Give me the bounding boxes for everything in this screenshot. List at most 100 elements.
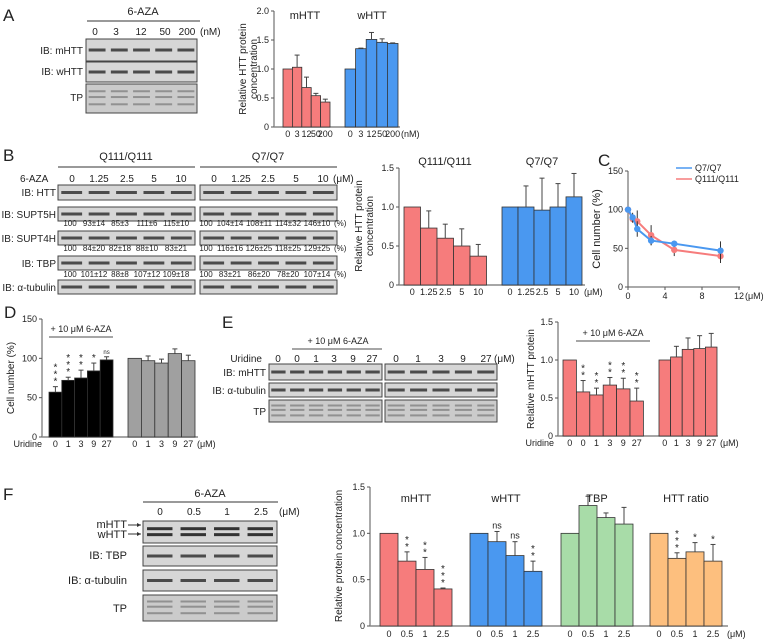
y-tick-label: 0 (264, 122, 269, 132)
quant-value: 109±18 (163, 270, 190, 279)
band (214, 605, 240, 608)
band (116, 236, 137, 240)
y-tick-label: 0.5 (540, 393, 553, 403)
band (346, 370, 361, 374)
band (110, 90, 128, 93)
row-label: Uridine (230, 354, 262, 365)
quant-value: 100 (63, 270, 77, 279)
band (88, 236, 110, 240)
panel-letter: A (3, 6, 15, 25)
y-tick-label: 50 (613, 243, 623, 253)
band (410, 388, 428, 392)
y-tick-label: 0 (32, 432, 37, 442)
x-tick-label: 1.25 (517, 287, 535, 297)
unit-label: (μM) (197, 439, 216, 449)
lane-label: 12 (135, 27, 147, 38)
significance-asterisk: * (79, 360, 83, 371)
unit-label: (μM) (279, 507, 300, 518)
significance-asterisk: * (66, 360, 70, 371)
band (432, 370, 450, 374)
x-tick-label: 3 (685, 438, 690, 448)
x-tick-label: 1 (146, 439, 151, 449)
group-title: wHTT (490, 493, 521, 505)
quant-value: 111±6 (137, 219, 159, 228)
bar (376, 41, 388, 128)
significance-asterisk: * (675, 536, 679, 547)
bar (681, 348, 695, 437)
arrow-icon (137, 532, 141, 536)
x-tick-label: 0 (625, 291, 630, 301)
significance-asterisk: * (531, 544, 535, 555)
lane-label: 1.25 (89, 174, 109, 185)
bar (705, 346, 718, 437)
panel-letter: B (3, 146, 14, 165)
band (203, 285, 225, 289)
quant-value: 118±25 (275, 244, 302, 253)
band (365, 388, 380, 392)
x-tick-label: 0 (567, 629, 572, 639)
bar (602, 384, 618, 437)
band (180, 600, 206, 603)
band (116, 261, 137, 265)
band (88, 90, 106, 93)
bar (658, 359, 672, 437)
x-tick-label: 27 (183, 439, 193, 449)
band (177, 48, 195, 52)
y-tick-label: 1.0 (352, 528, 365, 538)
band (271, 408, 286, 411)
x-tick-label: 27 (706, 438, 716, 448)
significance-label: ns (103, 350, 109, 356)
band (247, 600, 273, 603)
band (133, 96, 150, 99)
bar (291, 66, 303, 128)
pct-label: (%) (334, 270, 347, 279)
x-tick-label: 12 (734, 291, 744, 301)
bar (48, 391, 63, 438)
lane-label: 2.5 (254, 507, 268, 518)
band (110, 96, 128, 99)
band (143, 236, 165, 240)
x-tick-label: 12 (301, 129, 311, 139)
treatment-label: 6-AZA (127, 6, 159, 18)
x-tick-label: 0.5 (582, 629, 595, 639)
unit-label: (nM) (401, 129, 420, 139)
blot-label: IB: HTT (22, 188, 56, 199)
x-tick-label: 0 (386, 629, 391, 639)
band (454, 388, 472, 392)
band (203, 236, 225, 240)
blot-label: IB: wHTT (41, 67, 83, 78)
bar (99, 359, 114, 438)
bar (167, 353, 182, 438)
band (88, 285, 110, 289)
y-tick-label: 50 (27, 393, 37, 403)
significance-asterisk: * (531, 551, 535, 562)
quant-value: 88±8 (111, 270, 129, 279)
y-axis-label: Relative HTT protein (354, 180, 365, 272)
band (346, 408, 361, 411)
quant-value: 107±12 (134, 270, 161, 279)
band (271, 414, 286, 417)
band (247, 554, 273, 558)
x-tick-label: 1 (603, 629, 608, 639)
band (177, 96, 195, 99)
x-tick-label: 50 (377, 129, 387, 139)
band (155, 70, 173, 74)
band (365, 414, 380, 417)
bar (420, 227, 438, 286)
x-tick-label: 10 (569, 287, 579, 297)
band (312, 191, 334, 194)
band (312, 261, 334, 265)
x-tick-label: 0.5 (491, 629, 504, 639)
bar (670, 356, 683, 437)
band (271, 370, 286, 374)
y-tick-label: 0 (548, 431, 553, 441)
treatment-label: + 10 μM 6-AZA (308, 336, 369, 346)
x-tick-label: 0 (662, 438, 667, 448)
band (410, 414, 428, 417)
x-tick-label: 2.5 (536, 287, 549, 297)
band (230, 212, 252, 216)
x-tick-label: 2.5 (707, 629, 720, 639)
bar (649, 532, 669, 627)
quant-value: 86±20 (248, 270, 271, 279)
bar (365, 39, 378, 128)
